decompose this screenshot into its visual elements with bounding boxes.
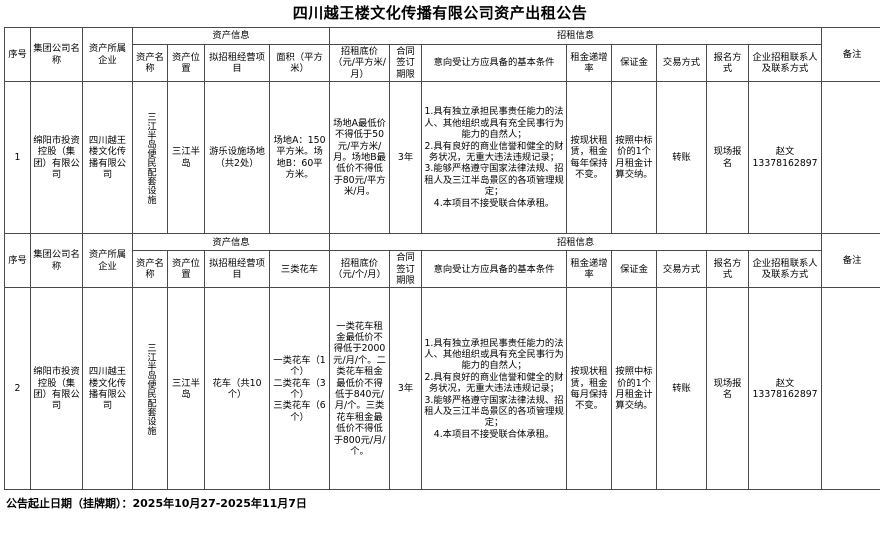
- announcement-period-note: 公告起止日期（挂牌期）：2025年10月27-2025年11月7日: [6, 497, 307, 511]
- cell-base-price: 场地A最低价不得低于50元/平方米/月。场地B最低价不得低于80元/平方米/月。: [329, 81, 391, 235]
- col-header-owner-enterprise-2: 资产所属企业: [82, 233, 133, 289]
- col-header-remark-2: 备注: [821, 233, 880, 289]
- col-header-base-price-2: 招租底价（元/个/月）: [329, 250, 391, 289]
- cell-signup-method: 现场报名: [706, 81, 750, 235]
- col-header-asset-name-1: 资产名称: [132, 43, 168, 83]
- cell-index: 2: [4, 287, 31, 491]
- cell-area: 场地A：150平方米。场地B：60平方米。: [268, 81, 331, 235]
- asset-lease-table: 序号 集团公司名称 资产所属企业 资产信息 招租信息 备注 资产名称 资产位置 …: [4, 26, 880, 491]
- cell-base-price: 一类花车租金最低价不得低于2000元/月/个。二类花车租金最低价不得低于840元…: [329, 287, 391, 491]
- col-header-remark-1: 备注: [821, 26, 880, 83]
- col-header-group-company-1: 集团公司名称: [30, 26, 83, 83]
- cell-contract-term: 3年: [389, 81, 423, 235]
- cell-remark: [821, 81, 880, 235]
- cell-project: 游乐设施场地（共2处）: [204, 81, 270, 235]
- cell-group-company: 绵阳市投资控股（集团）有限公司: [30, 287, 83, 491]
- cell-contract-term: 3年: [389, 287, 423, 491]
- cell-contact: 赵文 13378162897: [748, 81, 823, 235]
- cell-asset-name: 三江半岛便民配套设施: [132, 287, 168, 491]
- col-header-asset-location-2: 资产位置: [167, 250, 205, 289]
- col-header-trade-method-1: 交易方式: [656, 43, 708, 83]
- col-header-signup-method-1: 报名方式: [706, 43, 750, 83]
- cell-trade-method: 转账: [656, 287, 708, 491]
- header-group-row-1: 序号 集团公司名称 资产所属企业 资产信息 招租信息 备注: [4, 26, 880, 83]
- cell-asset-name: 三江半岛便民配套设施: [132, 81, 168, 235]
- col-header-contract-term-2: 合同签订期限: [389, 250, 423, 289]
- cell-remark: [821, 287, 880, 491]
- col-header-rent-increase-1: 租金递增率: [566, 43, 613, 83]
- col-header-float-types-2: 三类花车: [268, 250, 331, 289]
- col-header-deposit-1: 保证金: [611, 43, 658, 83]
- group-header-asset-info-1: 资产信息: [131, 27, 331, 45]
- cell-rent-increase: 按现状租赁，租金每月保持不变。: [566, 287, 613, 491]
- col-header-base-price-1: 招租底价（元/平方米/月）: [329, 43, 391, 83]
- cell-index: 1: [4, 81, 31, 235]
- group-header-asset-info-2: 资产信息: [131, 233, 331, 252]
- col-header-asset-name-2: 资产名称: [132, 250, 168, 289]
- cell-deposit: 按照中标价的1个月租金计算交纳。: [611, 81, 658, 235]
- cell-asset-name-text: 三江半岛便民配套设施: [145, 111, 156, 204]
- cell-project: 花车（共10个）: [204, 287, 270, 491]
- col-header-conditions-1: 意向受让方应具备的基本条件: [421, 43, 568, 83]
- col-header-trade-method-2: 交易方式: [656, 250, 708, 289]
- cell-asset-name-text: 三江半岛便民配套设施: [145, 342, 156, 435]
- col-header-project-1: 拟招租经营项目: [204, 43, 270, 83]
- cell-rent-increase: 按现状租赁，租金每年保持不变。: [566, 81, 613, 235]
- col-header-index-1: 序号: [4, 26, 31, 83]
- group-header-lease-info-1: 招租信息: [329, 27, 823, 45]
- cell-deposit: 按照中标价的1个月租金计算交纳。: [611, 287, 658, 491]
- page-title: 四川越王楼文化传播有限公司资产出租公告: [292, 4, 588, 22]
- cell-group-company: 绵阳市投资控股（集团）有限公司: [30, 81, 83, 235]
- col-header-deposit-2: 保证金: [611, 250, 658, 289]
- col-header-area-1: 面积（平方米）: [268, 43, 331, 83]
- contact-phone: 13378162897: [752, 388, 818, 400]
- header-column-row-2: 资产名称 资产位置 拟招租经营项目 三类花车 招租底价（元/个/月） 合同签订期…: [5, 250, 880, 289]
- col-header-contact-1: 企业招租联系人及联系方式: [748, 43, 823, 83]
- col-header-index-2: 序号: [4, 233, 31, 289]
- cell-trade-method: 转账: [656, 81, 708, 235]
- cell-signup-method: 现场报名: [706, 287, 750, 491]
- table-row: 1 绵阳市投资控股（集团）有限公司 四川越王楼文化传播有限公司 三江半岛便民配套…: [4, 81, 880, 235]
- contact-name: 赵文: [775, 377, 795, 389]
- cell-owner-enterprise: 四川越王楼文化传播有限公司: [82, 287, 133, 491]
- col-header-rent-increase-2: 租金递增率: [566, 250, 613, 289]
- col-header-contract-term-1: 合同签订期限: [389, 43, 423, 83]
- col-header-project-2: 拟招租经营项目: [204, 250, 270, 289]
- cell-conditions: 1.具有独立承担民事责任能力的法人、其他组织或具有充全民事行为能力的自然人； 2…: [421, 287, 568, 491]
- col-header-owner-enterprise-1: 资产所属企业: [82, 26, 133, 83]
- contact-name: 赵文: [775, 146, 795, 158]
- header-column-row-1: 资产名称 资产位置 拟招租经营项目 面积（平方米） 招租底价（元/平方米/月） …: [5, 43, 880, 83]
- group-header-lease-info-2: 招租信息: [329, 233, 823, 252]
- cell-float-types: 一类花车（1个） 二类花车（3个） 三类花车（6个）: [268, 287, 331, 491]
- table-row: 2 绵阳市投资控股（集团）有限公司 四川越王楼文化传播有限公司 三江半岛便民配套…: [4, 287, 880, 491]
- cell-asset-location: 三江半岛: [167, 81, 205, 235]
- col-header-contact-2: 企业招租联系人及联系方式: [748, 250, 823, 289]
- col-header-signup-method-2: 报名方式: [706, 250, 750, 289]
- col-header-conditions-2: 意向受让方应具备的基本条件: [421, 250, 568, 289]
- cell-conditions: 1.具有独立承担民事责任能力的法人、其他组织或具有充全民事行为能力的自然人； 2…: [421, 81, 568, 235]
- contact-phone: 13378162897: [752, 157, 818, 169]
- header-group-row-2: 序号 集团公司名称 资产所属企业 资产信息 招租信息 备注: [4, 233, 880, 289]
- cell-asset-location: 三江半岛: [167, 287, 205, 491]
- cell-contact: 赵文 13378162897: [748, 287, 823, 491]
- col-header-group-company-2: 集团公司名称: [30, 233, 83, 289]
- col-header-asset-location-1: 资产位置: [167, 43, 205, 83]
- cell-owner-enterprise: 四川越王楼文化传播有限公司: [82, 81, 133, 235]
